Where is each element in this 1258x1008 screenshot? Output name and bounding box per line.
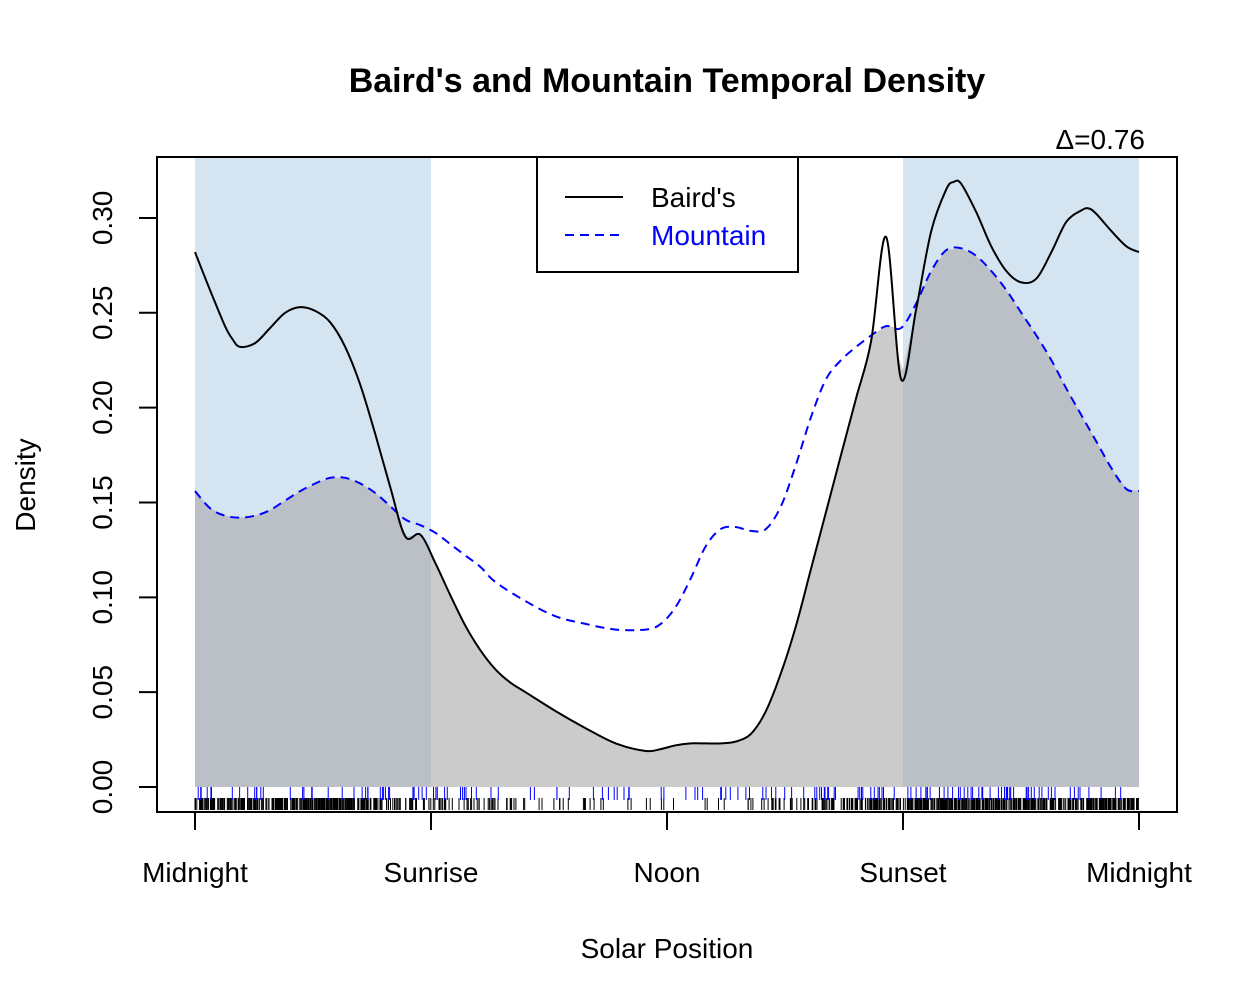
x-axis-label: Solar Position [581, 933, 754, 964]
y-tick-label-6: 0.30 [87, 191, 118, 246]
rug-layer [194, 787, 1139, 810]
legend-label-mountain: Mountain [651, 220, 766, 251]
legend: Baird's Mountain [536, 156, 799, 273]
x-tick-label-2: Noon [634, 857, 701, 888]
x-tick-label-0: Midnight [142, 857, 248, 888]
y-tick-label-3: 0.15 [87, 475, 118, 530]
mountain-density-line [194, 246, 1140, 632]
x-tick-label-1: Sunrise [384, 857, 479, 888]
chart-title: Baird's and Mountain Temporal Density [349, 62, 986, 100]
delta-annotation: Δ=0.76 [1055, 124, 1145, 155]
density-lines-layer [194, 179, 1140, 753]
y-tick-label-1: 0.05 [87, 665, 118, 720]
overlap-area [195, 248, 1139, 787]
x-tick-label-3: Sunset [859, 857, 946, 888]
y-tick-label-2: 0.10 [87, 570, 118, 625]
y-tick-label-4: 0.20 [87, 380, 118, 435]
y-axis-label: Density [10, 438, 41, 531]
y-tick-label-0: 0.00 [87, 760, 118, 815]
axes-layer: Midnight Sunrise Noon Sunset Midnight 0.00 0.0… [87, 191, 1192, 888]
legend-label-bairds: Baird's [651, 182, 736, 213]
bairds-density-line [194, 179, 1140, 753]
legend-box [536, 156, 799, 273]
overlap-area-layer [195, 248, 1139, 787]
y-tick-label-5: 0.25 [87, 286, 118, 341]
x-tick-label-4: Midnight [1086, 857, 1192, 888]
